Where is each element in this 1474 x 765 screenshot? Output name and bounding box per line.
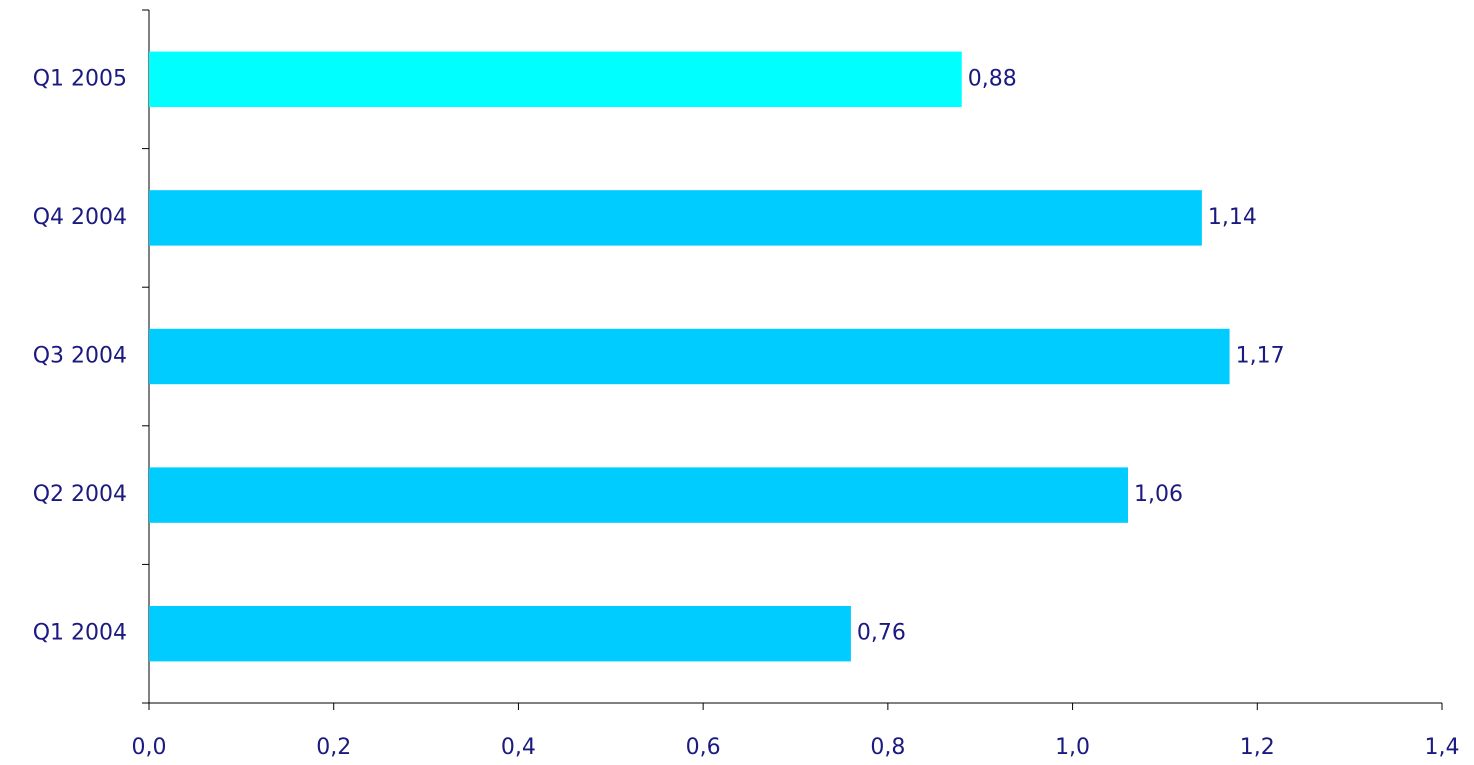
x-tick-label: 0,8: [870, 735, 905, 760]
x-tick-label: 1,2: [1240, 735, 1275, 760]
bar: [149, 190, 1202, 246]
bar: [149, 467, 1128, 523]
value-label: 1,17: [1236, 344, 1285, 369]
y-tick-label: Q3 2004: [33, 344, 127, 369]
x-tick-label: 0,4: [501, 735, 536, 760]
value-label: 0,88: [968, 66, 1017, 91]
x-tick-label: 0,2: [316, 735, 351, 760]
bar: [149, 605, 851, 662]
bar: [149, 328, 1230, 385]
value-label: 0,76: [857, 621, 906, 646]
x-tick-label: 1,0: [1055, 735, 1090, 760]
y-tick-label: Q2 2004: [33, 482, 127, 507]
y-tick-label: Q1 2004: [33, 621, 127, 646]
y-tick-label: Q4 2004: [33, 205, 127, 230]
value-label: 1,14: [1208, 205, 1257, 230]
bar: [149, 51, 962, 108]
x-tick-label: 0,6: [686, 735, 721, 760]
y-tick-label: Q1 2005: [33, 66, 127, 91]
x-tick-label: 0,0: [132, 735, 167, 760]
value-label: 1,06: [1134, 482, 1183, 507]
x-tick-label: 1,4: [1425, 735, 1460, 760]
